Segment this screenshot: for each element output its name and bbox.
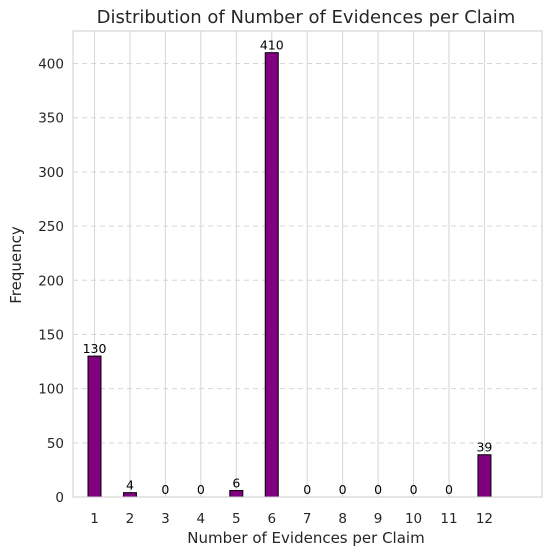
data-label: 39: [476, 440, 492, 455]
bar: [122, 492, 137, 498]
x-tick-labels: 1 2 3 4 5 6 7 8 9 10 11 12: [90, 511, 493, 527]
data-labels: 130 4 0 0 6 410 0 0 0 0 0 39: [83, 38, 493, 497]
chart-title: Distribution of Number of Evidences per …: [97, 7, 516, 28]
x-tick-label: 1: [90, 511, 99, 527]
y-tick-label: 350: [38, 111, 64, 127]
bars: [87, 52, 492, 498]
data-label: 0: [374, 482, 382, 497]
grid-lines: [73, 31, 542, 497]
data-label: 0: [445, 482, 453, 497]
bar: [87, 355, 102, 498]
y-tick-labels: 0 50 100 150 200 250 300 350 400: [38, 57, 64, 506]
x-tick-label: 11: [440, 511, 457, 527]
x-tick-label: 5: [232, 511, 241, 527]
x-tick-label: 10: [405, 511, 422, 527]
x-tick-label: 8: [338, 511, 347, 527]
x-tick-label: 9: [374, 511, 383, 527]
x-tick-label: 7: [303, 511, 312, 527]
y-tick-label: 50: [47, 436, 64, 452]
y-tick-label: 200: [38, 273, 64, 289]
data-label: 0: [303, 482, 311, 497]
y-tick-label: 300: [38, 165, 64, 181]
data-label: 0: [410, 482, 418, 497]
bar: [477, 454, 492, 498]
data-label: 130: [83, 341, 107, 356]
y-tick-label: 400: [38, 57, 64, 73]
x-tick-label: 12: [476, 511, 493, 527]
data-label: 410: [260, 38, 284, 53]
plot-frame: [72, 30, 543, 498]
x-tick-label: 2: [126, 511, 135, 527]
data-label: 4: [126, 478, 134, 493]
bar: [264, 52, 279, 498]
data-label: 0: [339, 482, 347, 497]
x-tick-label: 4: [197, 511, 206, 527]
x-tick-label: 3: [161, 511, 170, 527]
y-tick-label: 250: [38, 219, 64, 235]
data-label: 6: [232, 475, 240, 490]
data-label: 0: [197, 482, 205, 497]
x-axis-label: Number of Evidences per Claim: [187, 529, 424, 547]
y-axis-label: Frequency: [7, 226, 25, 304]
y-tick-label: 100: [38, 382, 64, 398]
y-tick-label: 150: [38, 327, 64, 343]
bar: [229, 489, 244, 498]
data-label: 0: [161, 482, 169, 497]
y-tick-label: 0: [55, 490, 64, 506]
x-tick-label: 6: [267, 511, 276, 527]
